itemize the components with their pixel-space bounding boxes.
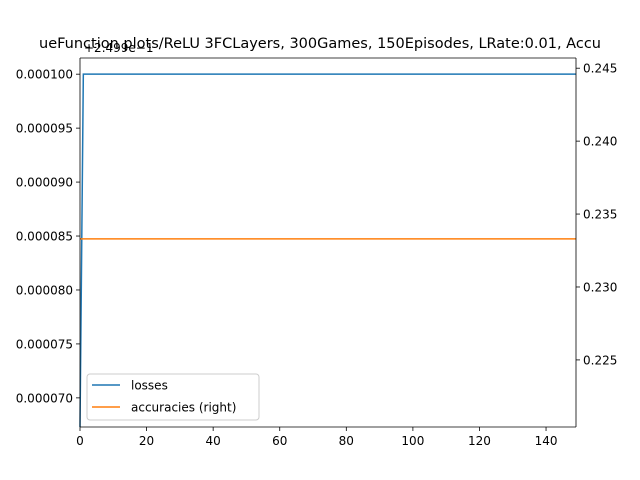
plot-area [80,58,576,427]
x-tick-label: 40 [206,434,221,448]
legend: losses accuracies (right) [86,373,260,421]
left-y-tick-label: 0.000100 [16,68,73,82]
left-y-tick-label: 0.000085 [16,230,73,244]
right-y-tick-label: 0.235 [583,208,617,222]
legend-label: losses [131,379,168,393]
left-y-tick-label: 0.000075 [16,337,73,351]
right-y-tick-label: 0.230 [583,280,617,294]
left-y-tick-label: 0.000080 [16,283,73,297]
x-tick-label: 20 [139,434,154,448]
series-layer [79,73,576,428]
axes-layer: 0 20 40 60 80 100 120 140 0.000070 0.000075 0.0000… [16,57,617,448]
chart-title: ueFunction plots/ReLU 3FCLayers, 300Game… [39,36,601,52]
x-tick-label: 140 [535,434,558,448]
left-y-tick-label: 0.000090 [16,176,73,190]
right-y-tick-label: 0.245 [583,62,617,76]
left-axis-offset-label: +2.499e−1 [84,41,153,55]
legend-box [86,373,260,421]
left-y-tick-label: 0.000095 [16,122,73,136]
x-tick-label: 80 [339,434,354,448]
x-tick-label: 0 [76,434,84,448]
x-tick-label: 100 [401,434,424,448]
series-line-0 [79,73,576,428]
right-y-tick-label: 0.240 [583,135,617,149]
right-y-tick-label: 0.225 [583,353,617,367]
legend-label: accuracies (right) [131,401,236,415]
x-tick-label: 120 [468,434,491,448]
x-tick-label: 60 [272,434,287,448]
left-y-tick-label: 0.000070 [16,391,73,405]
